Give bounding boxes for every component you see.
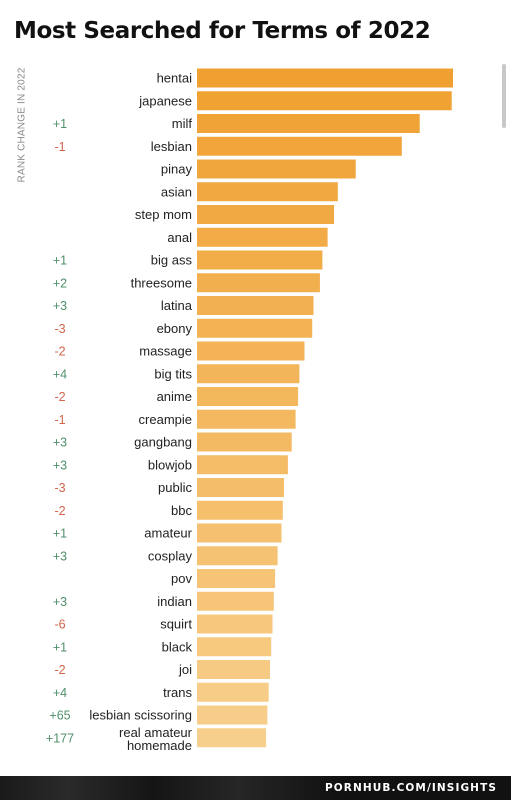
bar [197,478,284,497]
rank-change-label: -2 [54,663,65,677]
scrollbar[interactable] [502,64,506,128]
bar [197,364,300,384]
category-label: japanese [138,93,192,108]
bar [197,273,320,293]
category-label: lesbian [151,139,192,154]
bar [197,68,453,88]
bar [197,159,356,179]
rank-change-label: -3 [54,481,65,495]
category-label: milf [172,116,193,131]
rank-change-label: -3 [54,322,65,336]
rank-change-label: +177 [46,731,74,745]
category-label: trans [163,685,192,700]
rank-change-label: +1 [53,254,67,268]
rank-change-label: +4 [53,367,67,381]
bar [197,409,296,429]
bar [197,500,283,520]
bar [197,91,452,111]
category-label: hentai [157,71,193,86]
rank-change-label: -2 [54,390,65,404]
rank-change-label: -2 [54,504,65,518]
source-label: PORNHUB.COM/INSIGHTS [324,782,497,794]
category-label: big ass [151,253,193,268]
category-label: step mom [135,207,192,222]
rank-change-label: +3 [53,549,67,563]
bar [197,227,328,247]
category-label: cosplay [148,548,193,563]
category-label: black [162,639,193,654]
bar [197,250,323,270]
bar [197,569,276,588]
category-label: massage [139,344,192,359]
bar [197,705,268,725]
bar [197,296,314,315]
rank-change-label: +3 [53,458,67,472]
bar [197,318,313,338]
category-label: real amateur homemade [119,725,193,753]
category-label: amateur [144,526,192,541]
category-label: anime [157,389,192,404]
rank-change-label: +1 [53,527,67,541]
bar [197,546,278,566]
category-label: lesbian scissoring [89,708,192,723]
category-label: bbc [171,503,192,518]
bar [197,182,338,202]
bar [197,637,272,657]
rank-change-label: -1 [54,140,65,154]
category-label: creampie [139,412,192,427]
rank-change-label: +1 [53,117,67,131]
category-label: pinay [161,162,193,177]
rank-change-label: -2 [54,345,65,359]
category-label: squirt [160,617,192,632]
category-label: gangbang [134,435,192,450]
category-label: indian [157,594,192,609]
rank-change-label: +2 [53,276,67,290]
bar [197,523,282,543]
bar-chart: hentai japanese milf +1 lesbian -1 pinay asian s… [46,68,453,753]
category-label: public [158,480,192,495]
category-label: threesome [131,275,192,290]
bar [197,614,273,634]
bar [197,432,292,452]
rank-change-label: +3 [53,436,67,450]
bar [197,341,305,361]
category-label: pov [171,571,192,586]
rank-change-label: -1 [54,413,65,427]
category-label: ebony [157,321,193,336]
bar [197,387,299,406]
bar [197,455,288,475]
category-label: asian [161,184,192,199]
chart-title: Most Searched for Terms of 2022 [14,18,431,44]
bar [197,728,267,748]
bar [197,205,334,224]
rank-change-label: +65 [49,709,70,723]
category-label: anal [167,230,192,245]
footer-texture [0,776,340,800]
rank-change-label: +3 [53,299,67,313]
bar [197,114,420,133]
footer-bar: PORNHUB.COM/INSIGHTS [0,776,511,800]
bar [197,660,270,679]
category-label: blowjob [148,457,192,472]
rank-change-label: -6 [54,618,65,632]
bar [197,682,269,702]
rank-change-label: +3 [53,595,67,609]
category-label: latina [161,298,193,313]
rank-change-label: +1 [53,640,67,654]
bar [197,591,274,611]
category-label: big tits [154,366,192,381]
bar [197,136,402,156]
rank-change-label: +4 [53,686,67,700]
category-label: joi [178,662,192,677]
